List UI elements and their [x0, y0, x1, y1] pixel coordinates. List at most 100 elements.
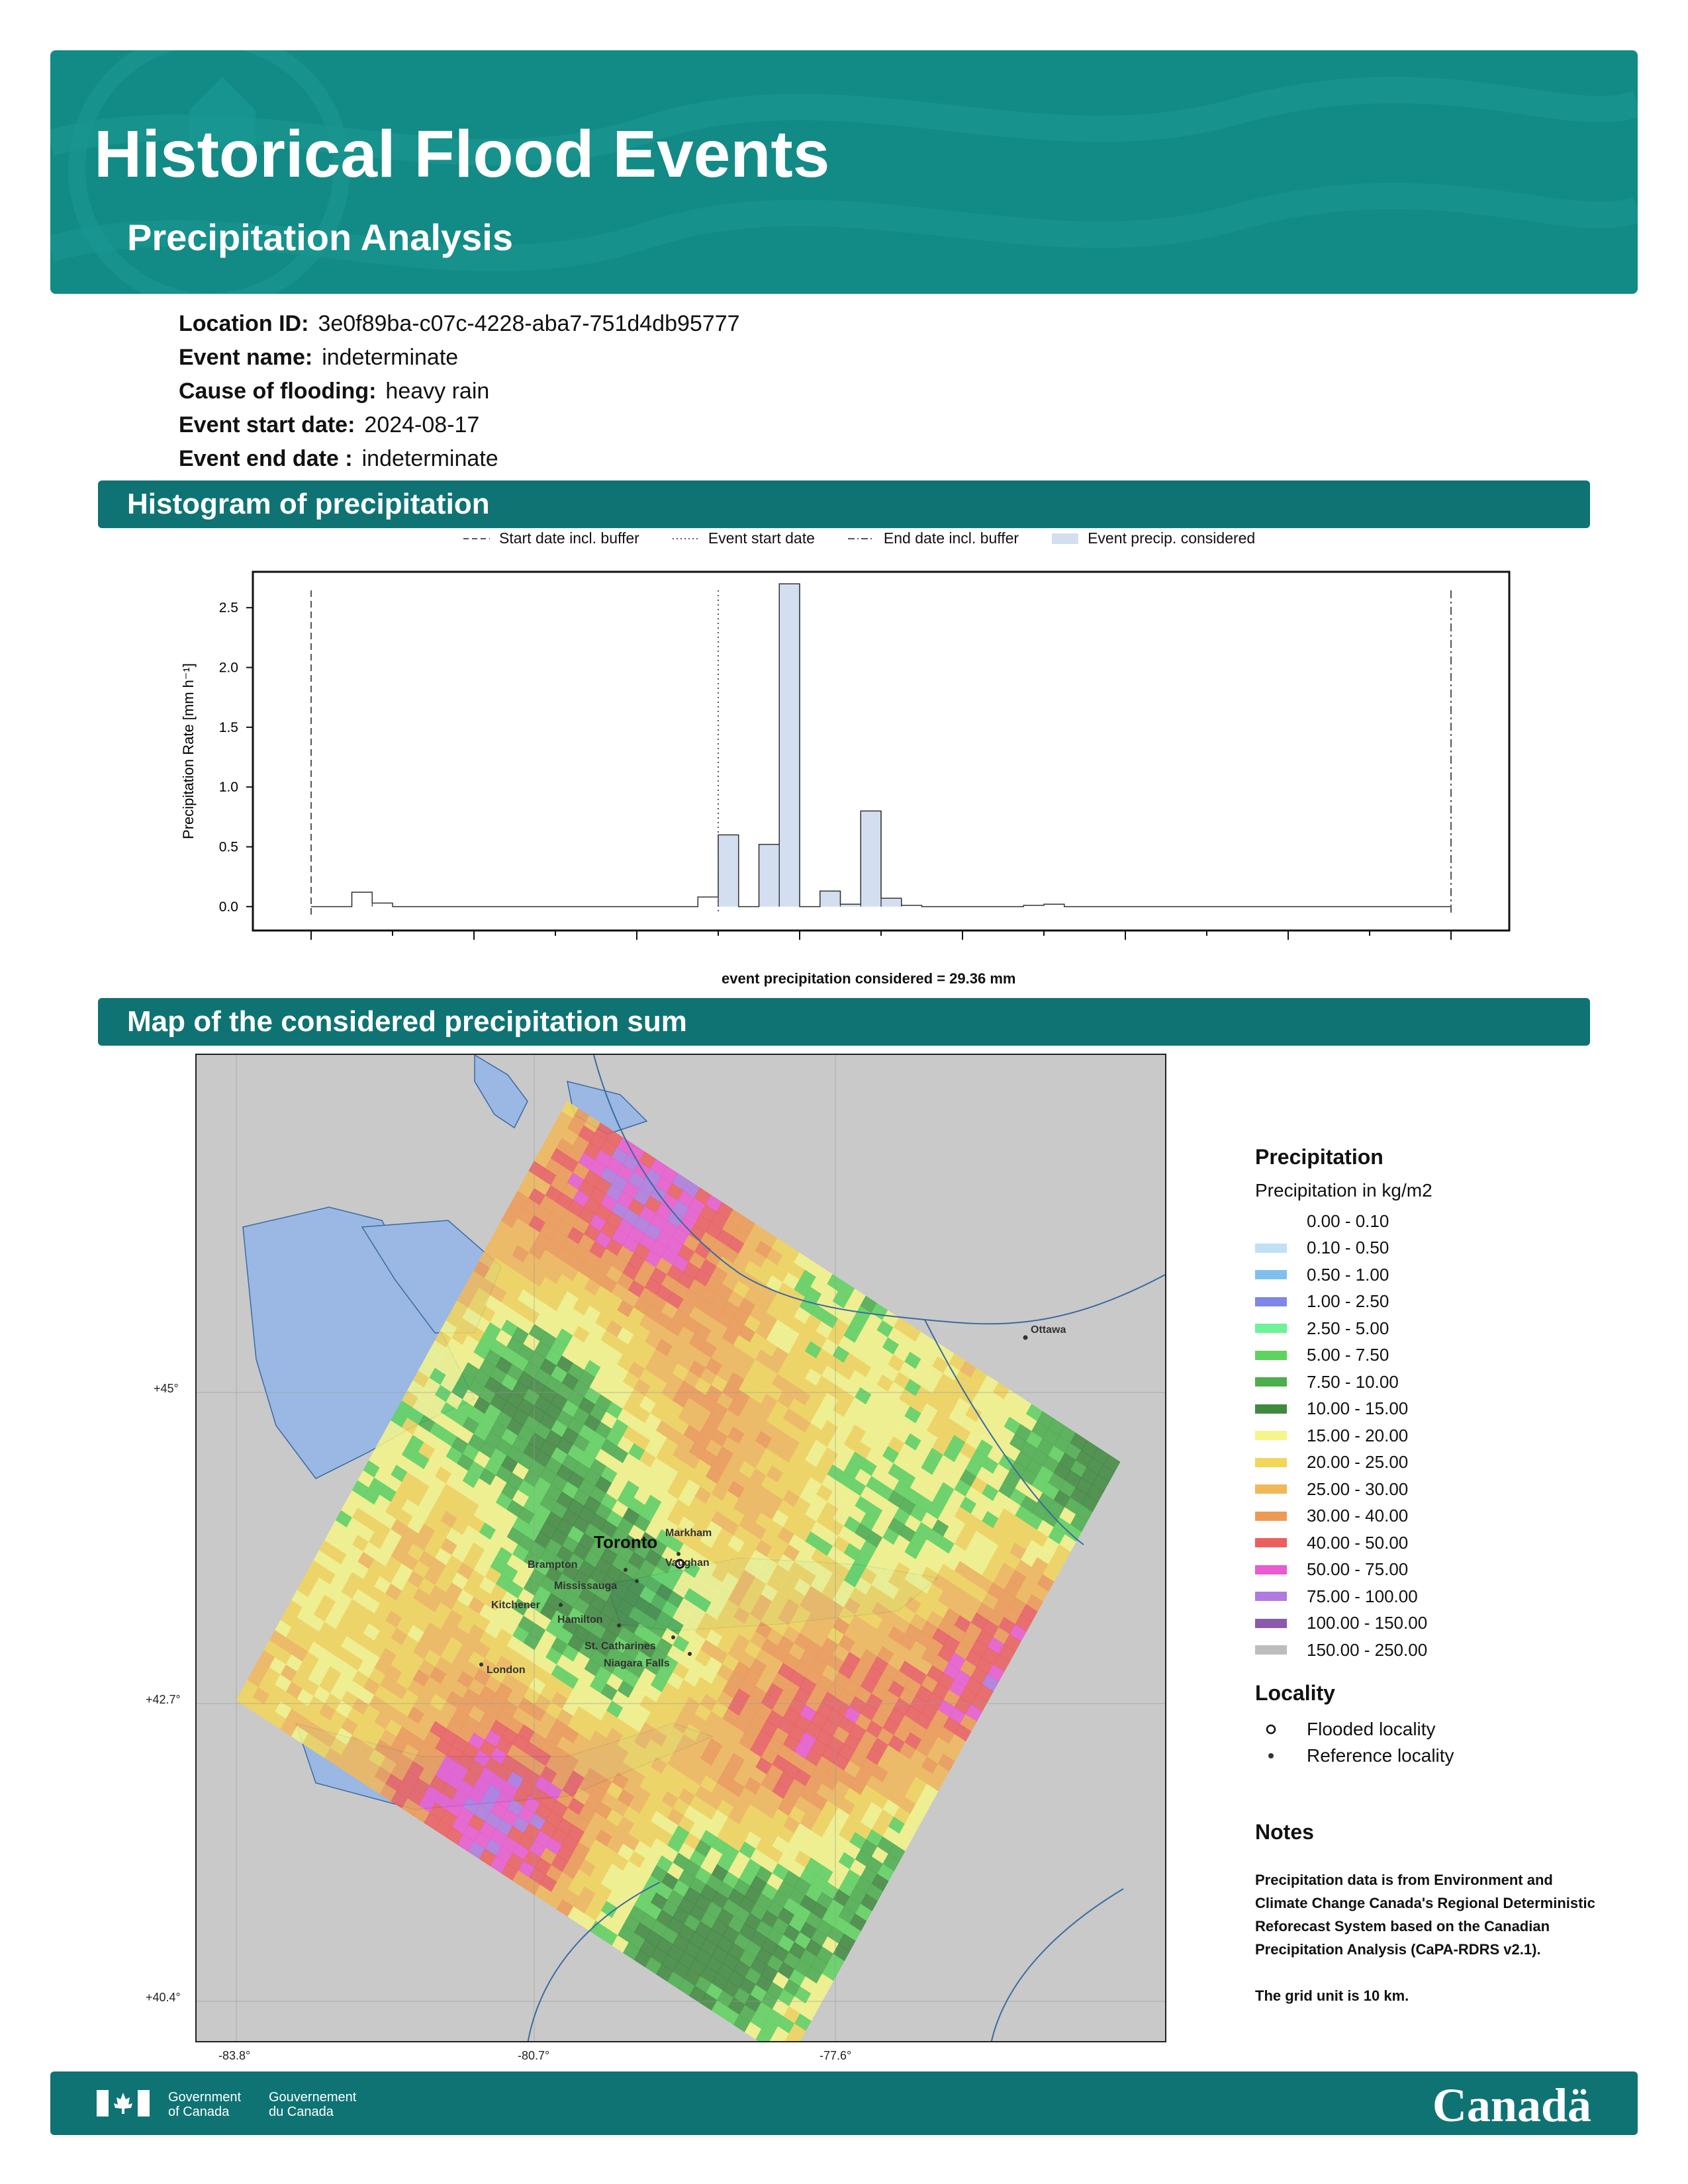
place-kitchener: Kitchener [491, 1600, 540, 1611]
precip-cell [755, 2028, 773, 2041]
legend-label: 150.00 - 250.00 [1307, 1639, 1428, 1660]
gov-fr-line1: Gouvernement [269, 2090, 357, 2105]
place-niagara-falls: Niagara Falls [604, 1658, 670, 1669]
reference-dot-markham [677, 1552, 680, 1556]
legend-swatch [1255, 1431, 1287, 1441]
chart-legend: Start date incl. buffer Event start date… [463, 529, 1255, 547]
precip-grid [236, 1101, 1121, 2041]
info-start-date: Event start date: 2024-08-17 [179, 404, 740, 438]
legend-item: 30.00 - 40.00 [1255, 1503, 1613, 1530]
legend-label: 2.50 - 5.00 [1307, 1318, 1389, 1338]
info-label: Event name: [179, 345, 313, 370]
legend-swatch [1255, 1243, 1287, 1253]
y-tick-label: 2.5 [219, 600, 238, 615]
info-end-date: Event end date : indeterminate [179, 438, 740, 472]
legend-item: 7.50 - 10.00 [1255, 1369, 1613, 1396]
legend-item: 5.00 - 7.50 [1255, 1342, 1613, 1369]
lat-label-40-4: +40.4° [146, 1991, 181, 2004]
notes-grid-unit: The grid unit is 10 km. [1255, 1987, 1409, 2004]
legend-swatch [1255, 1377, 1287, 1387]
lat-label-45: +45° [154, 1382, 179, 1395]
graticule [197, 1055, 1165, 2041]
info-cause: Cause of flooding: heavy rain [179, 371, 740, 404]
gov-fr: Gouvernement du Canada [269, 2090, 356, 2119]
y-tick-label: 0.5 [219, 840, 238, 855]
legend-label: 5.00 - 7.50 [1307, 1345, 1389, 1365]
legend-item: 50.00 - 75.00 [1255, 1557, 1613, 1584]
locality-title: Locality [1255, 1680, 1335, 1705]
page-header: Historical Flood Events Precipitation An… [50, 50, 1638, 294]
legend-label: Flooded locality [1307, 1718, 1436, 1739]
place-markham: Markham [665, 1527, 712, 1539]
legend-swatch [1255, 1565, 1287, 1574]
y-tick-label: 0.0 [219, 899, 238, 915]
canada-wordmark: Canadä [1432, 2079, 1591, 2132]
legend-label: 15.00 - 20.00 [1307, 1425, 1409, 1445]
considered-bar [840, 904, 861, 907]
legend-item: 20.00 - 25.00 [1255, 1449, 1613, 1477]
legend-swatch [1255, 1645, 1287, 1655]
reference-dot-st-catharines [671, 1635, 675, 1639]
legend-swatch [1255, 1592, 1287, 1602]
legend-reference-locality: Reference locality [1255, 1743, 1613, 1769]
histogram-chart: Start date incl. buffer Event start date… [172, 529, 1523, 993]
legend-label: Start date incl. buffer [499, 529, 639, 547]
place-toronto: Toronto [594, 1532, 657, 1552]
legend-swatch [1255, 1457, 1287, 1467]
legend-label: 30.00 - 40.00 [1307, 1506, 1409, 1526]
gov-en-line1: Government [168, 2090, 242, 2105]
info-location-id: Location ID: 3e0f89ba-c07c-4228-aba7-751… [179, 303, 740, 337]
legend-title: Precipitation [1255, 1145, 1383, 1169]
legend-item: 15.00 - 20.00 [1255, 1422, 1613, 1449]
place-vaughan: Vaughan [665, 1557, 710, 1569]
legend-item: 75.00 - 100.00 [1255, 1583, 1613, 1610]
legend-label: 7.50 - 10.00 [1307, 1371, 1399, 1392]
legend-event-start: Event start date [672, 529, 815, 547]
legend-label: 10.00 - 15.00 [1307, 1398, 1409, 1419]
dotted-line-icon [672, 537, 699, 539]
legend-label: 0.50 - 1.00 [1307, 1264, 1389, 1285]
legend-start-buffer: Start date incl. buffer [463, 529, 639, 547]
histogram-section-header: Histogram of precipitation [98, 480, 1590, 528]
rivers [527, 1055, 1165, 2041]
legend-item: 150.00 - 250.00 [1255, 1637, 1613, 1664]
place-mississauga: Mississauga [554, 1580, 617, 1592]
page-title: Historical Flood Events [94, 117, 830, 191]
legend-swatch [1255, 1270, 1287, 1280]
info-value: indeterminate [361, 446, 498, 471]
notes: Notes Precipitation data is from Environ… [1255, 1820, 1606, 2007]
north-lake [474, 1055, 528, 1129]
legend-swatch [1255, 1484, 1287, 1494]
header-wave-background [50, 50, 1638, 294]
legend-flooded-locality: Flooded locality [1255, 1716, 1613, 1743]
legend-subtitle: Precipitation in kg/m2 [1255, 1180, 1432, 1201]
precipitation-map: Ottawa Toronto Markham Vaughan Brampton … [195, 1054, 1166, 2042]
page-subtitle: Precipitation Analysis [127, 216, 513, 258]
map-svg: Ottawa Toronto Markham Vaughan Brampton … [197, 1055, 1165, 2041]
lat-label-42-7: +42.7° [146, 1693, 181, 1706]
info-event-name: Event name: indeterminate [179, 337, 740, 371]
legend-swatch [1255, 1216, 1287, 1226]
legend-item: 25.00 - 30.00 [1255, 1476, 1613, 1503]
considered-bar [718, 835, 739, 907]
legend-label: 100.00 - 150.00 [1307, 1613, 1428, 1633]
reference-dot-icon [1255, 1750, 1287, 1762]
flooded-marker-toronto [675, 1559, 685, 1569]
dashed-line-icon [463, 537, 490, 539]
legend-label: 50.00 - 75.00 [1307, 1559, 1409, 1580]
place-st-catharines: St. Catharines [585, 1641, 656, 1652]
info-label: Location ID: [179, 311, 309, 336]
lon-label-83-8: -83.8° [218, 2049, 251, 2062]
event-info: Location ID: 3e0f89ba-c07c-4228-aba7-751… [179, 303, 740, 472]
reference-dot-brampton [624, 1568, 628, 1572]
place-hamilton: Hamilton [557, 1614, 602, 1625]
reference-dot-mississauga [635, 1579, 639, 1583]
canada-flag-icon [97, 2090, 150, 2116]
legend-swatch [1255, 1350, 1287, 1360]
legend-swatch [1255, 1511, 1287, 1521]
legend-item: 1.00 - 2.50 [1255, 1289, 1613, 1316]
legend-swatch [1255, 1618, 1287, 1628]
legend-label: End date incl. buffer [883, 529, 1019, 547]
y-tick-label: 2.0 [219, 660, 238, 676]
filled-box-icon [1052, 533, 1079, 544]
